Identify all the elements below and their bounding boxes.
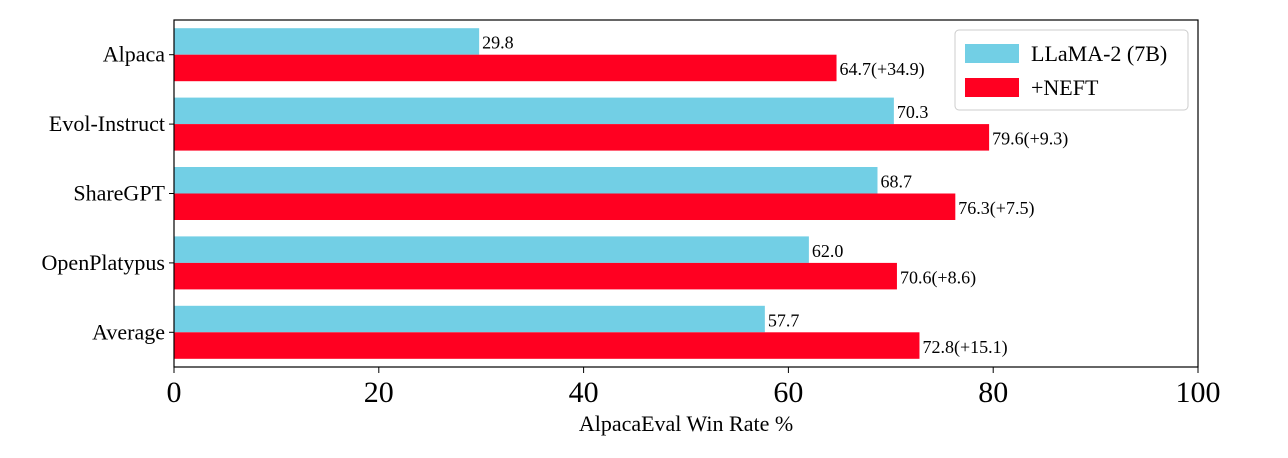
- data-label: 72.8(+15.1): [922, 337, 1007, 358]
- bar-neft: [174, 262, 897, 290]
- data-label: 64.7(+34.9): [840, 59, 925, 80]
- y-tick-label: Evol-Instruct: [49, 111, 165, 136]
- legend-swatch: [965, 44, 1019, 63]
- y-tick-label: Average: [92, 319, 165, 344]
- bar-baseline: [174, 305, 765, 333]
- y-axis: Alpaca Evol-Instruct ShareGPT OpenPlatypus A…: [42, 42, 174, 344]
- bar-neft: [174, 193, 956, 220]
- y-tick-label: Alpaca: [103, 42, 166, 67]
- legend-label: LLaMA-2 (7B): [1031, 41, 1167, 66]
- data-label: 79.6(+9.3): [992, 129, 1068, 150]
- legend-swatch: [965, 78, 1019, 97]
- bar-baseline: [174, 28, 480, 55]
- bar-neft: [174, 124, 990, 151]
- y-tick-label: OpenPlatypus: [42, 250, 165, 275]
- x-tick-label: 0: [167, 376, 182, 409]
- x-tick-label: 40: [569, 376, 599, 409]
- data-label: 70.3: [897, 102, 929, 122]
- data-labels-layer: 29.8 64.7(+34.9) 70.3 79.6(+9.3) 68.7 76.3(+7…: [482, 33, 1068, 358]
- x-tick-label: 20: [364, 376, 394, 409]
- x-axis-label: AlpacaEval Win Rate %: [579, 411, 793, 436]
- x-tick-label: 60: [773, 376, 803, 409]
- data-label: 68.7: [880, 172, 912, 192]
- x-axis: 0 20 40 60 80 100: [167, 367, 1221, 409]
- data-label: 29.8: [482, 33, 513, 53]
- bars-layer: [174, 28, 990, 359]
- bar-neft: [174, 332, 920, 359]
- x-tick-label: 100: [1176, 376, 1221, 409]
- data-label: 62.0: [812, 241, 844, 261]
- legend: LLaMA-2 (7B) +NEFT: [954, 29, 1189, 111]
- x-tick-label: 80: [978, 376, 1008, 409]
- data-label: 57.7: [768, 310, 800, 330]
- bar-baseline: [174, 236, 809, 263]
- bar-baseline: [174, 97, 894, 125]
- bar-neft: [174, 54, 837, 82]
- data-label: 76.3(+7.5): [958, 198, 1034, 219]
- data-label: 70.6(+8.6): [900, 267, 976, 288]
- y-tick-label: ShareGPT: [73, 181, 165, 206]
- bar-baseline: [174, 167, 878, 194]
- legend-label: +NEFT: [1031, 75, 1099, 100]
